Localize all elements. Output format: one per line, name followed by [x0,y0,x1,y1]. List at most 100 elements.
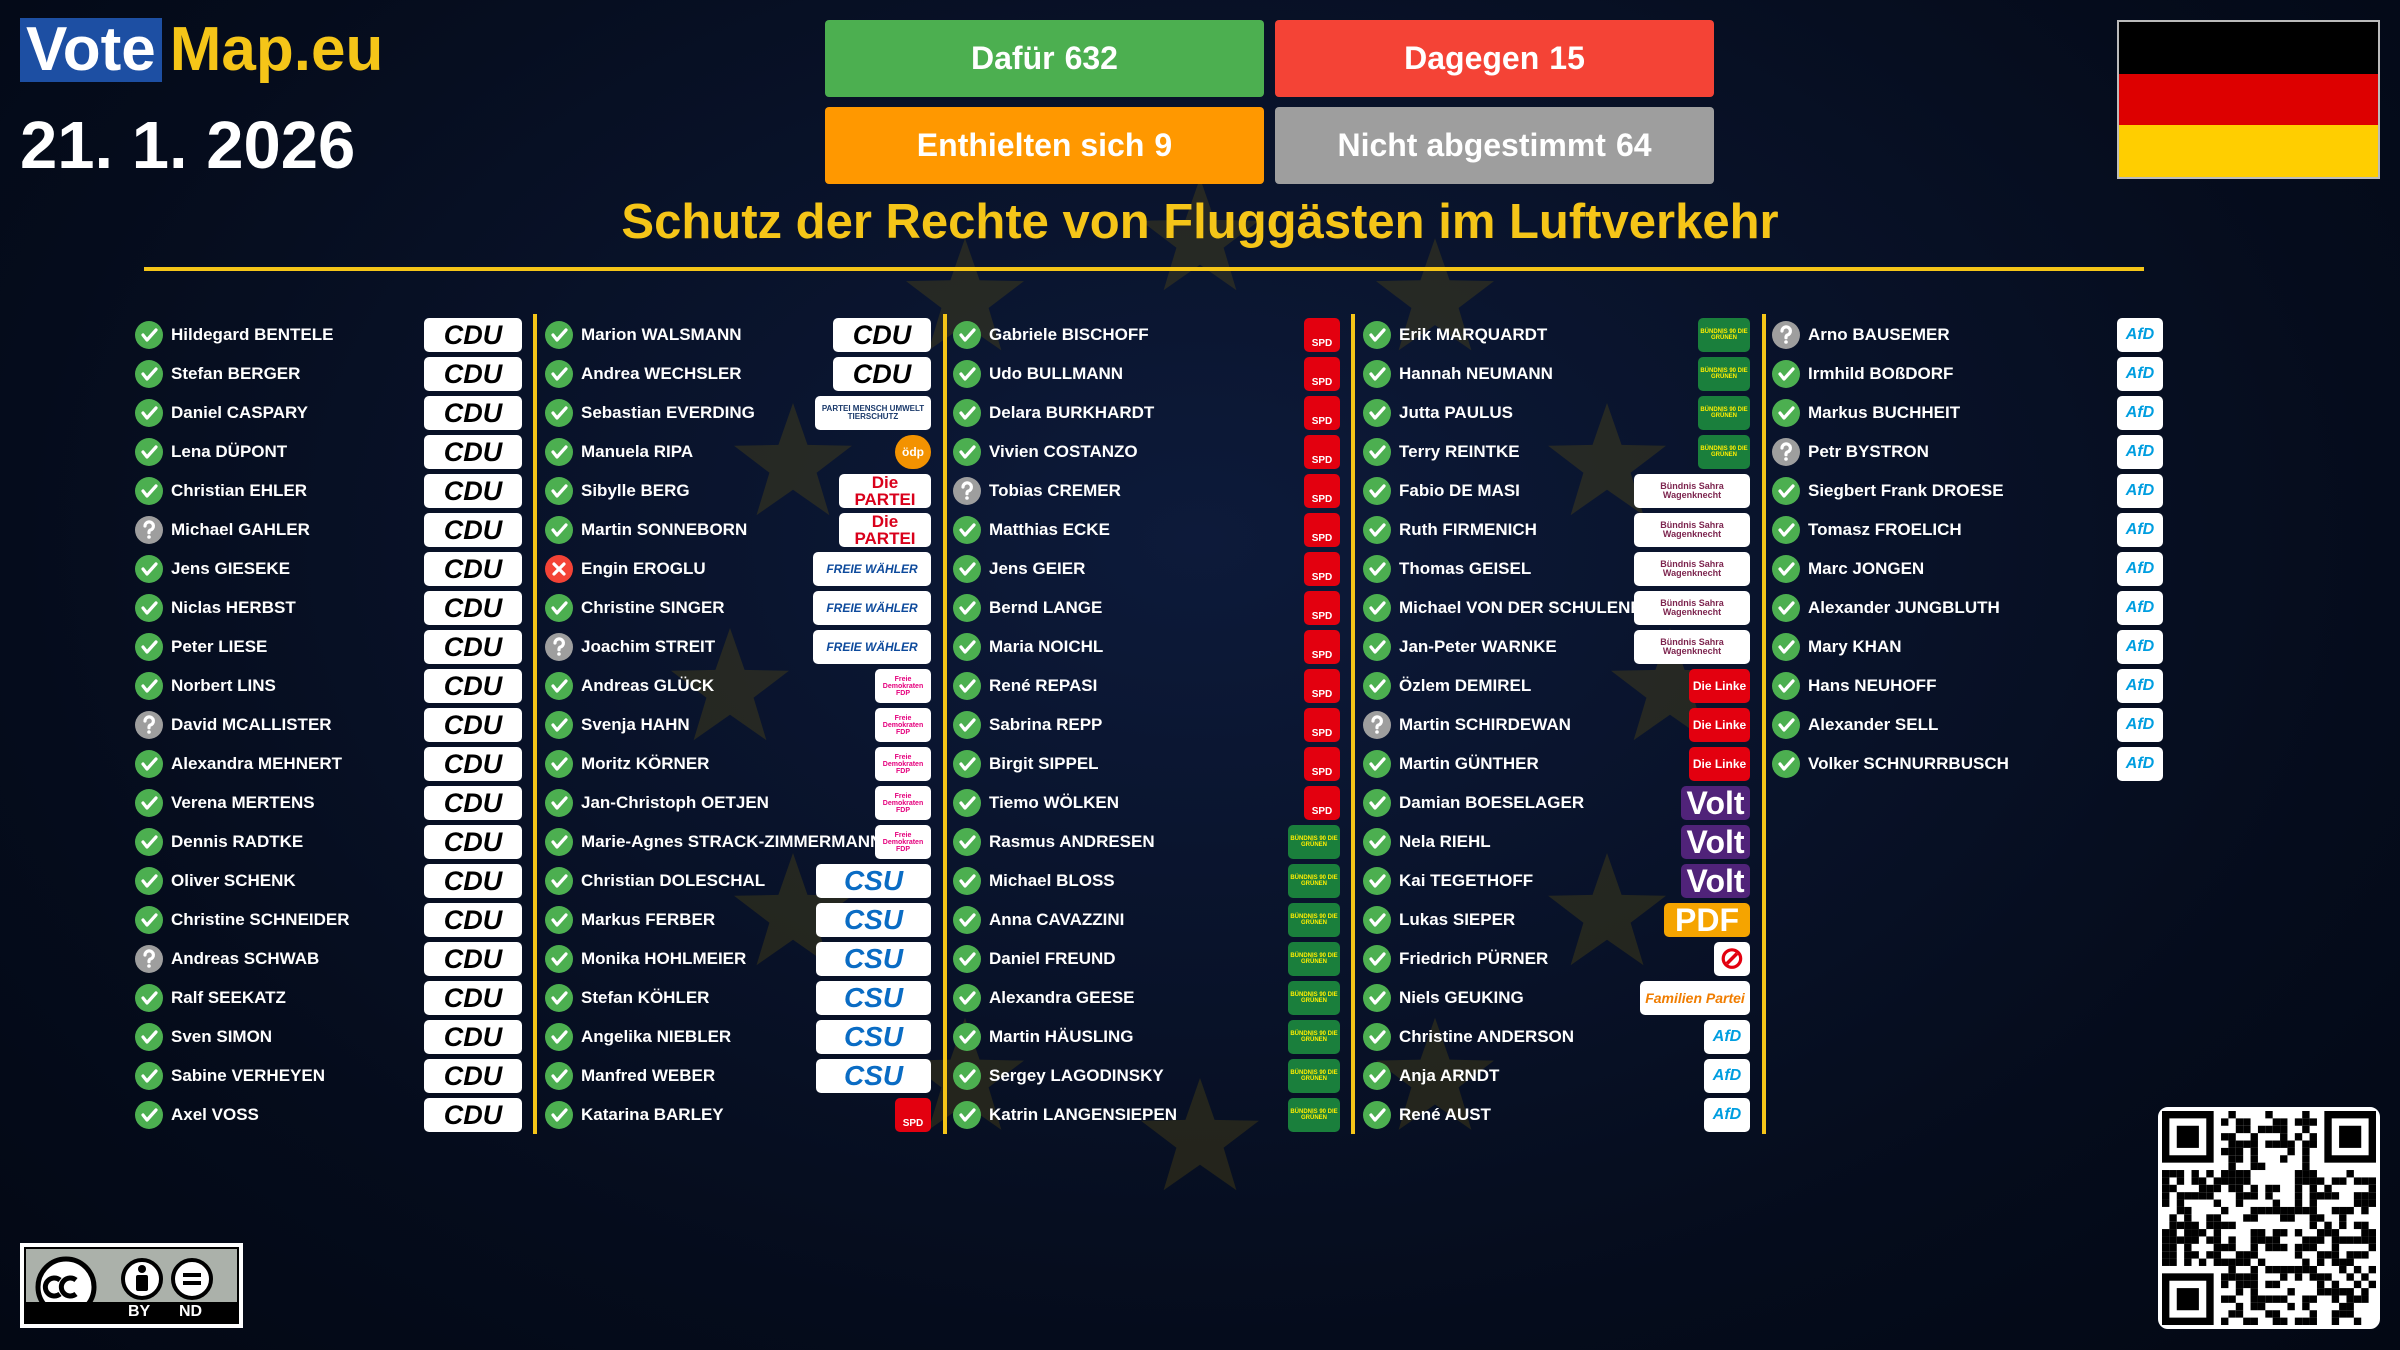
party-logo: Freie Demokraten FDP [875,747,931,781]
qr-code[interactable] [2158,1107,2380,1329]
member-name: René AUST [1399,1105,1491,1124]
qr-module [2206,1170,2214,1178]
vote-icon-symbol [143,949,155,964]
party-logo: Bündnis Sahra Wagenknecht [1634,630,1750,664]
member-name: Hannah NEUMANN [1399,364,1553,383]
tally-button[interactable]: Enthielten sich 9 [825,107,1264,184]
member-row: Niels GEUKING Familien Partei [1363,981,1750,1015]
qr-module [2250,1273,2258,1281]
vote-icon [1363,594,1391,622]
qr-module [2302,1295,2310,1303]
member-row: Daniel FREUND BÜNDNIS 90 DIE GRÜNEN [953,942,1340,976]
vote-icon-symbol [961,481,973,496]
qr-module [2235,1199,2244,1207]
member-row: Monika HOHLMEIER CSU [545,942,931,976]
qr-module [2257,1302,2266,1311]
party-logo: SPD [1304,669,1340,703]
vote-icon-circle [1772,633,1800,661]
qr-module [2346,1310,2354,1318]
qr-module [2228,1140,2236,1148]
site-logo[interactable]: Vote Map.eu [20,18,383,82]
qr-module [2324,1288,2332,1296]
qr-module [2294,1251,2303,1259]
vote-icon [545,750,573,778]
member-name: Hans NEUHOFF [1808,676,1937,695]
qr-module [2213,1236,2222,1244]
member-row: Martin HÄUSLING BÜNDNIS 90 DIE GRÜNEN [953,1020,1340,1054]
party-label: CDU [443,514,503,545]
qr-module [2339,1177,2347,1185]
vote-icon [953,1062,981,1090]
vote-icon-symbol [1369,952,1386,966]
qr-module [2257,1162,2266,1171]
party-logo: ödp [895,435,931,469]
qr-module [2228,1273,2236,1281]
qr-module [2235,1280,2244,1289]
member-row: Bernd LANGE SPD [953,591,1340,625]
qr-module [2331,1243,2340,1252]
qr-module [2353,1251,2362,1259]
vote-icon [135,594,163,622]
qr-module [2250,1214,2258,1222]
vote-icon [545,672,573,700]
member-row: Gabriele BISCHOFF SPD [953,318,1340,352]
country-flag [2117,20,2380,179]
qr-module [2302,1140,2310,1148]
license-badge[interactable]: BY ND [20,1243,243,1328]
vote-icon-circle [545,1062,573,1090]
qr-module [2368,1236,2376,1244]
vote-icon-circle [135,321,163,349]
qr-module [2302,1177,2310,1185]
member-row: Vivien COSTANZO SPD [953,435,1340,469]
member-name: Ralf SEEKATZ [171,988,286,1007]
column-separator [533,314,537,1134]
party-logo: AfD [2117,318,2163,352]
member-row: Michael VON DER SCHULENBURG Bündnis Sahra… [1363,591,1750,625]
vote-icon [545,360,573,388]
party-logo: FREIE WÄHLER [813,591,931,625]
qr-module [2169,1170,2177,1178]
qr-module [2228,1155,2236,1163]
qr-module [2250,1229,2258,1237]
qr-module [2316,1280,2325,1289]
qr-module [2361,1206,2369,1215]
qr-module [2176,1236,2185,1244]
party-label: SPD [1311,689,1333,700]
qr-module [2346,1236,2354,1244]
member-name: Lukas SIEPER [1399,910,1516,929]
column-separator [1762,314,1766,1134]
qr-module [2162,1236,2170,1244]
qr-module [2198,1258,2207,1266]
member-row: Irmhild BOßDORF AfD [1772,357,2163,391]
qr-module [2257,1229,2266,1237]
vote-icon [135,984,163,1012]
qr-module [2265,1184,2273,1193]
vote-icon [135,711,163,739]
qr-module [2198,1184,2207,1193]
member-name: Erik MARQUARDT [1399,325,1548,344]
vote-icon-circle [1772,672,1800,700]
member-name: Norbert LINS [171,676,276,695]
member-row: Hannah NEUMANN BÜNDNIS 90 DIE GRÜNEN [1363,357,1750,391]
tally-button[interactable]: Dafür 632 [825,20,1264,97]
party-label: AfD [2125,560,2155,577]
tally-button[interactable]: Nicht abgestimmt 64 [1275,107,1714,184]
party-logo: BÜNDNIS 90 DIE GRÜNEN [1288,981,1340,1015]
qr-module [2191,1229,2199,1237]
qr-module [2272,1184,2281,1193]
vote-icon [135,555,163,583]
vote-icon [953,711,981,739]
party-label: BÜNDNIS 90 DIE GRÜNEN [1700,368,1748,380]
party-logo: CSU [816,864,931,898]
vote-icon-symbol [1778,640,1795,654]
qr-module [2184,1236,2192,1244]
qr-module [2331,1251,2340,1259]
vote-icon [953,594,981,622]
tally-button[interactable]: Dagegen 15 [1275,20,1714,97]
party-logo: CDU [424,708,522,742]
party-logo: CDU [424,474,522,508]
vote-icon-symbol [1369,1108,1386,1122]
vote-icon-symbol [1369,406,1386,420]
qr-module [2280,1317,2288,1325]
column-separator [1351,314,1355,1134]
